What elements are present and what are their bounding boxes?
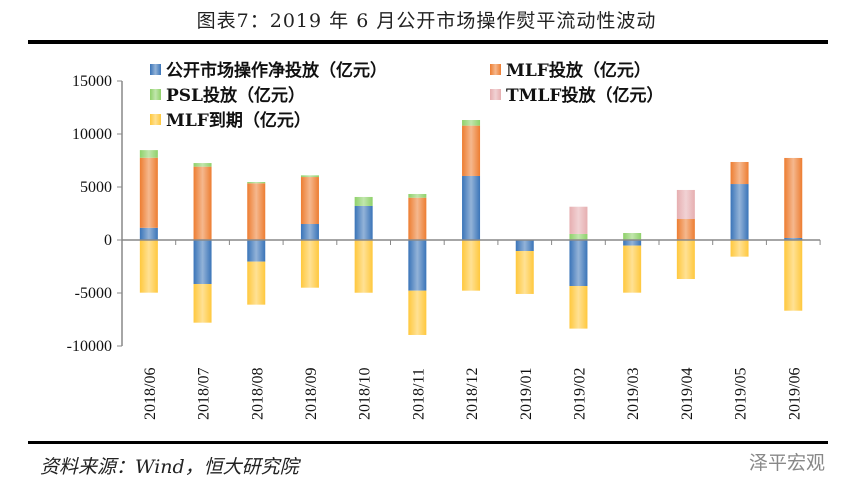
bar-segment (408, 240, 427, 291)
top-rule (28, 40, 828, 44)
x-tick-label: 2018/12 (464, 368, 481, 420)
bar-segment (354, 205, 373, 240)
bar-segment (139, 240, 158, 293)
bar-segment (676, 189, 695, 220)
legend-label: MLF投放（亿元） (506, 60, 651, 81)
bar-segment (193, 283, 212, 323)
bar-segment (300, 240, 319, 288)
bar-segment (676, 240, 695, 280)
x-tick-label: 2018/09 (303, 368, 320, 420)
y-tick-label: -10000 (67, 338, 112, 355)
bar-segment (784, 157, 803, 238)
bar-segment (462, 240, 481, 291)
x-tick-label: 2018/07 (196, 368, 213, 420)
bar-segment (193, 163, 212, 167)
bar-segment (408, 290, 427, 335)
bar-segment (569, 286, 588, 329)
bar-segment (676, 219, 695, 240)
x-tick-label: 2019/03 (625, 368, 642, 420)
chart-title: 图表7：2019 年 6 月公开市场操作熨平流动性波动 (196, 10, 657, 32)
bar-segment (569, 240, 588, 287)
bar-segment (247, 183, 266, 240)
bar-segment (730, 240, 749, 257)
legend-label: PSL投放（亿元） (166, 85, 305, 106)
bar-segment (408, 193, 427, 198)
bar-segment (569, 206, 588, 234)
y-tick-label: 10000 (72, 126, 112, 143)
bar-segment (784, 237, 803, 240)
legend-label: MLF到期（亿元） (166, 110, 311, 131)
bar-segment (515, 251, 534, 294)
legend-swatch (150, 89, 161, 100)
bar-segment (139, 157, 158, 228)
x-tick-label: 2018/11 (410, 368, 427, 420)
bar-segment (193, 240, 212, 284)
bar-segment (354, 196, 373, 206)
bar-segment (247, 261, 266, 305)
bar-segment (623, 245, 642, 293)
y-tick-label: 5000 (80, 179, 112, 196)
bar-segment (139, 150, 158, 158)
legend-swatch (150, 64, 161, 75)
y-tick-label: 15000 (72, 73, 112, 90)
x-tick-label: 2019/06 (786, 368, 803, 420)
x-tick-label: 2018/08 (249, 368, 266, 420)
bar-segment (408, 197, 427, 240)
source-note: 资料来源：Wind，恒大研究院 (40, 456, 299, 478)
bar-segment (139, 227, 158, 240)
legend-label: TMLF投放（亿元） (506, 85, 664, 106)
bar-segment (515, 240, 534, 252)
bar-segment (730, 161, 749, 185)
legend-label: 公开市场操作净投放（亿元） (166, 60, 387, 81)
bar-segment (300, 177, 319, 224)
bar-segment (784, 240, 803, 311)
bar-segment (300, 223, 319, 240)
legend-swatch (490, 64, 501, 75)
bar-segment (623, 240, 642, 246)
bar-segment (462, 120, 481, 126)
y-tick-label: 0 (104, 232, 112, 249)
watermark: 泽平宏观 (748, 452, 825, 474)
x-tick-label: 2019/05 (733, 368, 750, 420)
x-tick-label: 2018/06 (142, 368, 159, 420)
bar-segment (569, 233, 588, 240)
bar-segment (247, 240, 266, 262)
legend-swatch (150, 114, 161, 125)
x-tick-label: 2018/10 (357, 368, 374, 420)
bar-segment (354, 240, 373, 293)
bar-segment (730, 184, 749, 240)
x-tick-label: 2019/01 (518, 368, 535, 420)
x-tick-label: 2019/02 (571, 368, 588, 420)
bar-segment (247, 182, 266, 184)
x-tick-label: 2019/04 (679, 368, 696, 420)
bar-segment (462, 175, 481, 240)
bar-segment (462, 125, 481, 176)
bar-segment (623, 233, 642, 240)
bar-segment (193, 166, 212, 240)
bottom-rule (28, 441, 828, 444)
bar-segment (300, 175, 319, 178)
legend-swatch (490, 89, 501, 100)
y-tick-label: -5000 (75, 285, 112, 302)
